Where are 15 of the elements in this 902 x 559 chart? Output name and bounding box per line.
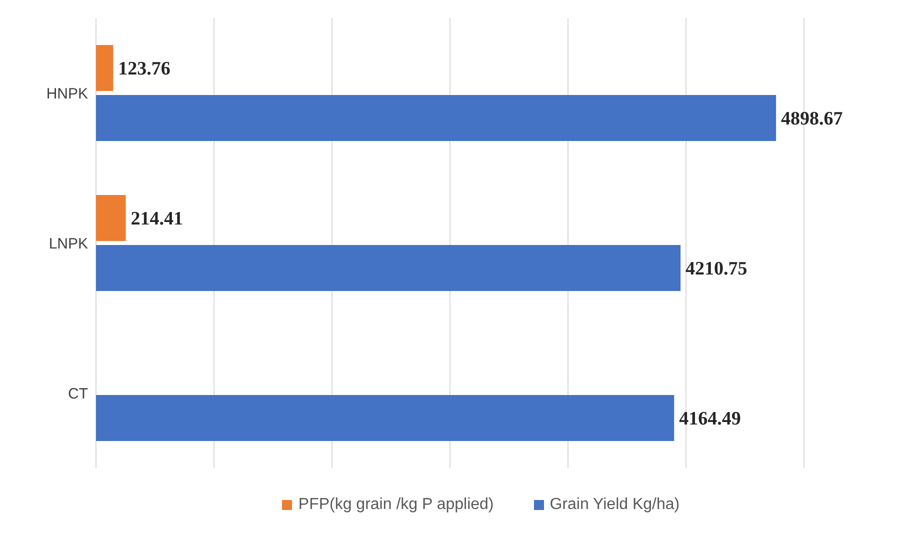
bar	[96, 245, 681, 291]
legend-label: PFP(kg grain /kg P applied)	[298, 495, 494, 515]
bar	[96, 395, 674, 441]
y-tick-label: LNPK	[48, 235, 88, 252]
data-label: 4210.75	[686, 258, 748, 280]
y-tick-label: HNPK	[46, 85, 88, 102]
data-label: 4164.49	[679, 408, 741, 430]
bar	[96, 95, 776, 141]
bar	[96, 45, 114, 91]
data-label: 4898.67	[781, 108, 844, 130]
legend-label: Grain Yield Kg/ha)	[550, 495, 680, 515]
y-tick-label: CT	[68, 385, 88, 402]
data-label: 214.41	[130, 208, 184, 230]
bar	[96, 195, 126, 241]
data-label: 123.76	[118, 58, 170, 80]
